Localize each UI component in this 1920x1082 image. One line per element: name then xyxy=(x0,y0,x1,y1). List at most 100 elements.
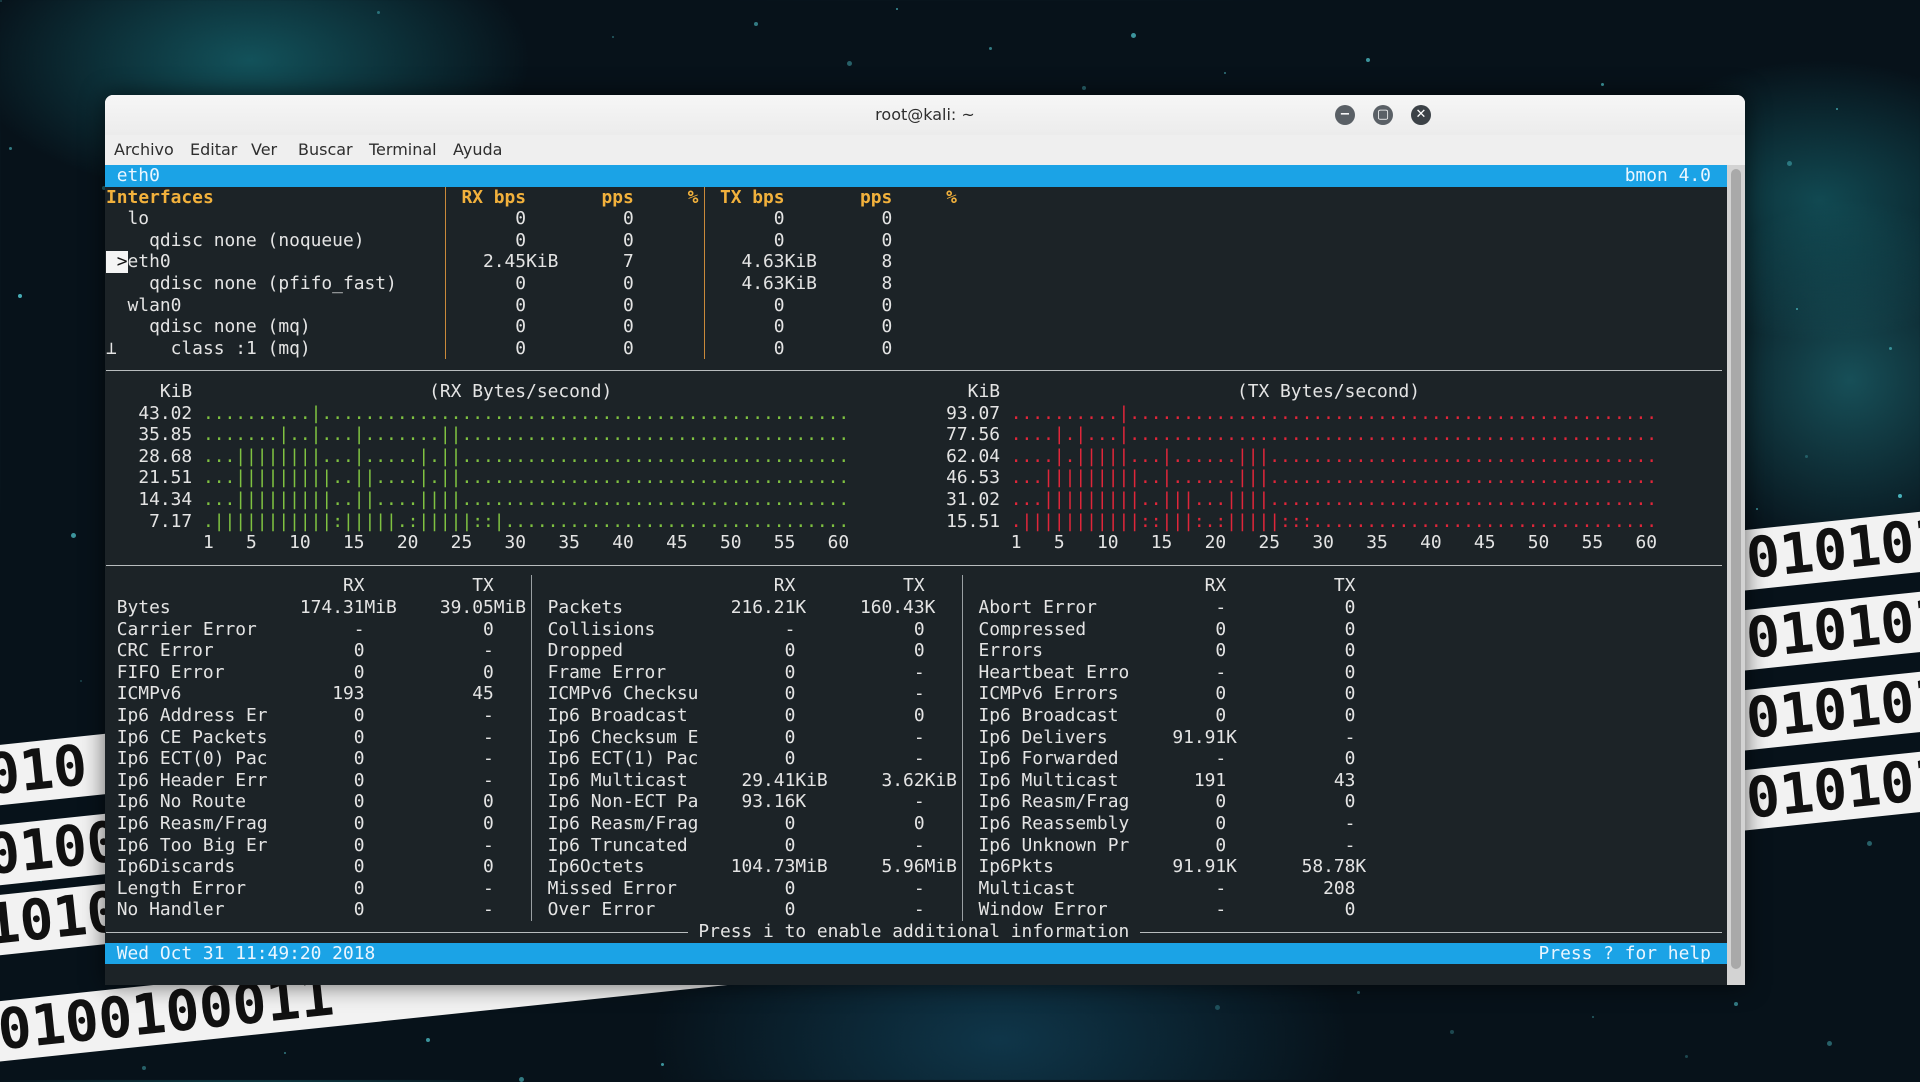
stat-rx-value: 0 xyxy=(784,705,796,726)
stat-rx-value: - xyxy=(1215,877,1227,899)
graph-x-tick: 10 xyxy=(1096,532,1119,554)
stat-tx-value: 58.78K xyxy=(1301,856,1367,878)
graph-x-tick: 5 xyxy=(246,532,257,554)
tx-bps-value: 0 xyxy=(773,229,785,251)
stat-tx-value: 208 xyxy=(1323,877,1356,899)
rx-bps-value: 0 xyxy=(515,229,527,251)
close-button[interactable]: ✕ xyxy=(1411,105,1431,125)
tx-pps-value: 0 xyxy=(881,337,893,359)
stat-label: Ip6 Truncated xyxy=(547,834,688,856)
maximize-icon: ▢ xyxy=(1376,107,1390,122)
stat-tx-value: - xyxy=(482,726,494,748)
graph-y-label: 21.51 xyxy=(138,467,193,489)
stat-rx-value: 191 xyxy=(1193,769,1227,791)
graph-x-tick: 20 xyxy=(1204,532,1227,554)
rx-bps-value: 0 xyxy=(515,294,527,316)
menu-archivo[interactable]: Archivo xyxy=(114,140,174,159)
menu-buscar[interactable]: Buscar xyxy=(298,140,353,159)
stat-tx-value: - xyxy=(482,640,494,662)
particle-dot xyxy=(1827,1041,1832,1046)
particle-dot xyxy=(754,22,758,26)
graph-x-tick: 20 xyxy=(396,532,419,554)
particle-dot xyxy=(661,1063,664,1066)
graph-x-tick: 1 xyxy=(1010,532,1022,554)
stat-rx-value: 0 xyxy=(1215,618,1227,640)
stat-label: CRC Error xyxy=(116,640,214,662)
interface-name[interactable]: qdisc none (noqueue) xyxy=(149,229,365,251)
particle-dot xyxy=(1685,1055,1688,1058)
graph-y-label: 31.02 xyxy=(946,489,1000,510)
selection-cursor[interactable]: > xyxy=(106,251,128,273)
graph-x-tick: 55 xyxy=(1581,532,1604,554)
maximize-button[interactable]: ▢ xyxy=(1373,105,1393,125)
graph-x-tick: 60 xyxy=(1635,532,1658,554)
stat-rx-value: 0 xyxy=(353,899,365,921)
scrollbar[interactable] xyxy=(1727,165,1745,985)
menu-terminal[interactable]: Terminal xyxy=(369,140,437,159)
stat-label: Ip6Octets xyxy=(547,856,645,878)
stat-label: Abort Error xyxy=(978,597,1097,618)
menu-ayuda[interactable]: Ayuda xyxy=(453,140,503,159)
rx-pps-value: 0 xyxy=(623,316,634,338)
tx-bps-value: 0 xyxy=(773,208,785,230)
stat-rx-value: - xyxy=(1215,661,1227,683)
terminal-area[interactable]: eth0 bmon 4.0 Interfaces RX bps pps% TX bps pp… xyxy=(105,165,1727,985)
minimize-button[interactable]: − xyxy=(1335,105,1355,125)
rx-bps-value: 0 xyxy=(515,208,527,230)
menu-editar[interactable]: Editar xyxy=(190,140,238,159)
interface-name[interactable]: qdisc none (mq) xyxy=(149,316,311,338)
header-interfaces: Interfaces xyxy=(106,186,214,208)
stat-tx-value: 0 xyxy=(1344,640,1356,662)
particle-dot xyxy=(9,147,12,150)
stat-tx-value: - xyxy=(913,791,925,813)
particle-dot xyxy=(1366,58,1370,62)
graph-unit: KiB xyxy=(967,381,1000,402)
interface-name[interactable]: class :1 (mq) xyxy=(170,337,311,359)
stat-label: Ip6Discards xyxy=(116,856,236,878)
graph-bars-row: .|||||||||||::|||:.:|||||:::............… xyxy=(1010,510,1658,532)
stat-tx-value: - xyxy=(913,748,925,770)
interface-name[interactable]: lo xyxy=(127,208,150,230)
interface-name[interactable]: wlan0 xyxy=(127,294,182,316)
particle-dot xyxy=(1592,1016,1594,1018)
interface-name[interactable]: eth0 xyxy=(127,251,171,273)
particle-dot xyxy=(142,1066,146,1070)
stat-tx-value: 0 xyxy=(482,661,494,683)
stat-label: Carrier Error xyxy=(116,618,257,640)
stat-rx-value: - xyxy=(1215,597,1227,618)
stat-label: ICMPv6 xyxy=(116,683,182,705)
interface-name[interactable]: qdisc none (pfifo_fast) xyxy=(149,273,397,294)
tx-bps-value: 0 xyxy=(773,337,785,359)
stat-rx-value: 0 xyxy=(1215,705,1227,726)
stat-tx-value: 0 xyxy=(482,791,494,813)
stat-rx-value: 0 xyxy=(353,791,365,813)
stat-label: Ip6 Forwarded xyxy=(978,748,1119,770)
particle-dot xyxy=(1215,1005,1220,1010)
status-bar xyxy=(105,942,1727,965)
rx-pps-value: 0 xyxy=(623,294,634,316)
tx-pps-value: 0 xyxy=(881,294,893,316)
stat-rx-value: 0 xyxy=(784,661,796,683)
graph-title: (RX Bytes/second) xyxy=(429,381,613,402)
stat-tx-value: - xyxy=(1344,726,1356,748)
menu-ver[interactable]: Ver xyxy=(251,140,278,159)
stats-header-rx: RX xyxy=(1204,575,1227,597)
stat-tx-value: 43 xyxy=(1333,769,1356,791)
graph-bars-row: ..........|.............................… xyxy=(202,402,850,424)
graph-unit: KiB xyxy=(159,381,193,402)
scrollbar-thumb[interactable] xyxy=(1731,169,1741,969)
column-divider xyxy=(962,575,964,921)
stat-label: Ip6 Reassembly xyxy=(978,813,1130,834)
stat-tx-value: 0 xyxy=(482,856,494,878)
graph-x-tick: 60 xyxy=(827,532,850,554)
graph-x-tick: 45 xyxy=(1473,532,1496,554)
graph-bars-row: ...|||||||||..|......|||................… xyxy=(1010,467,1658,489)
binary-strip: 0101010 xyxy=(1737,669,1920,751)
stat-rx-value: 0 xyxy=(353,661,365,683)
title-bar[interactable]: root@kali: ~ − ▢ ✕ xyxy=(105,95,1745,135)
stat-label: Ip6Pkts xyxy=(978,856,1054,878)
binary-strip: 0101010 xyxy=(1737,749,1920,831)
particle-dot xyxy=(1898,494,1902,498)
graph-y-label: 28.68 xyxy=(138,445,193,467)
stat-rx-value: 0 xyxy=(353,769,365,791)
